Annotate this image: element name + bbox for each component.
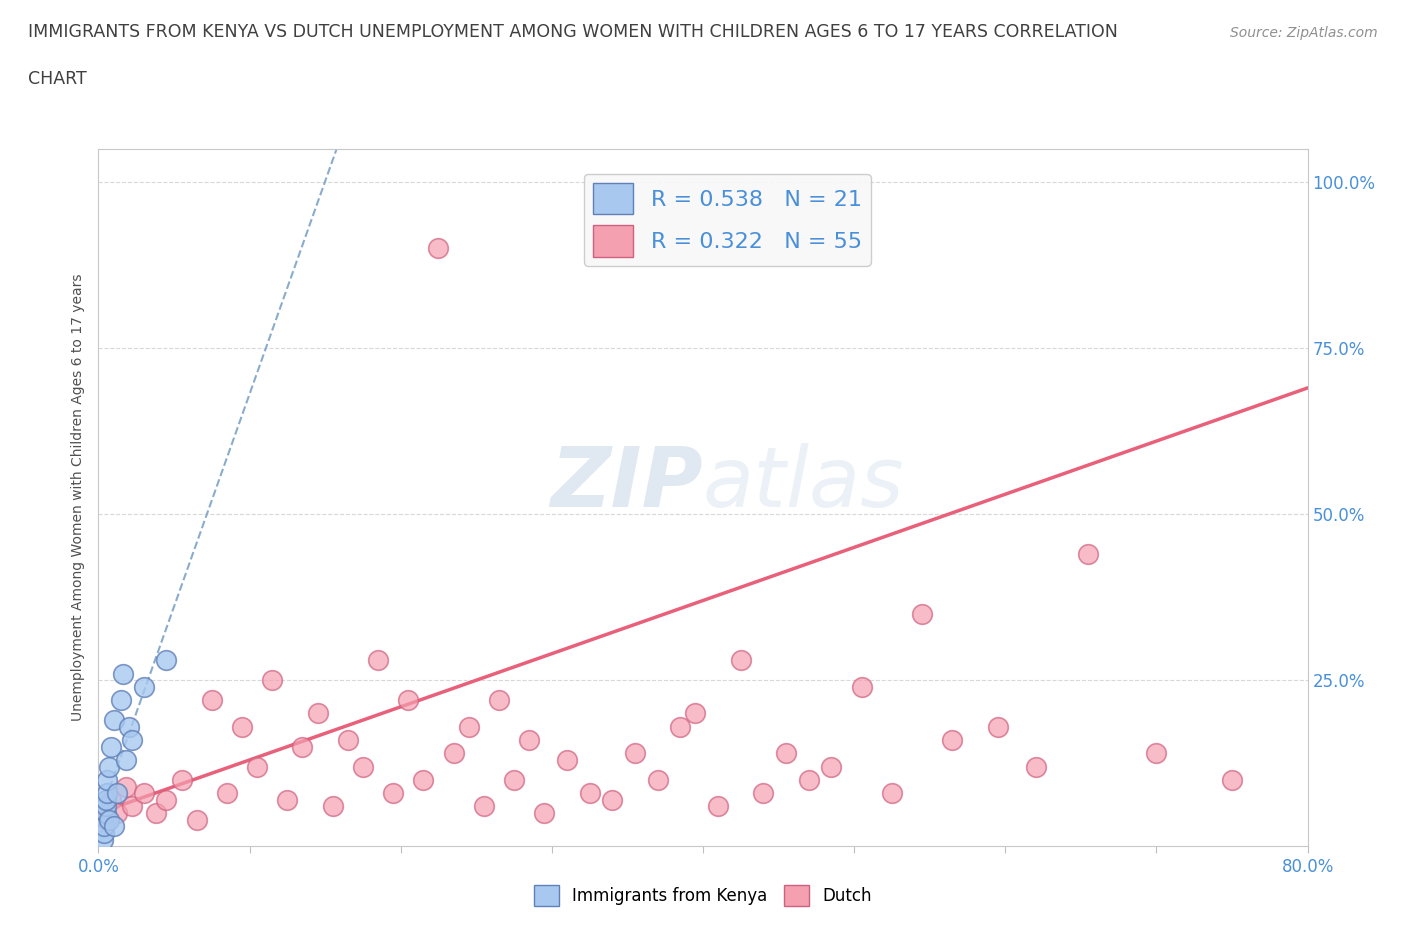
Point <box>427 241 450 256</box>
Point <box>555 752 578 767</box>
Point <box>93 819 115 834</box>
Point <box>382 786 405 801</box>
Text: ZIP: ZIP <box>550 443 703 525</box>
Point <box>624 746 647 761</box>
Point <box>98 812 121 827</box>
Point <box>1220 773 1243 788</box>
Point <box>1024 759 1046 774</box>
Point <box>215 786 238 801</box>
Point <box>186 812 208 827</box>
Point <box>91 832 114 847</box>
Point <box>114 752 136 767</box>
Point <box>103 819 125 834</box>
Point <box>503 773 526 788</box>
Point <box>118 719 141 734</box>
Point <box>155 792 177 807</box>
Point <box>132 680 155 695</box>
Point <box>110 693 132 708</box>
Point <box>105 805 128 820</box>
Point <box>98 759 121 774</box>
Point <box>111 666 134 681</box>
Point <box>94 792 117 807</box>
Point <box>100 739 122 754</box>
Point <box>336 733 359 748</box>
Point <box>412 773 434 788</box>
Point <box>730 653 752 668</box>
Point <box>307 706 329 721</box>
Point <box>105 786 128 801</box>
Point <box>132 786 155 801</box>
Point <box>820 759 842 774</box>
Point <box>231 719 253 734</box>
Point <box>367 653 389 668</box>
Point <box>851 680 873 695</box>
Point <box>291 739 314 754</box>
Point <box>96 786 118 801</box>
Legend: Immigrants from Kenya, Dutch: Immigrants from Kenya, Dutch <box>527 879 879 912</box>
Point <box>457 719 479 734</box>
Point <box>276 792 298 807</box>
Point <box>685 706 707 721</box>
Point <box>669 719 692 734</box>
Point <box>246 759 269 774</box>
Legend: R = 0.538   N = 21, R = 0.322   N = 55: R = 0.538 N = 21, R = 0.322 N = 55 <box>583 174 870 266</box>
Point <box>443 746 465 761</box>
Point <box>775 746 797 761</box>
Point <box>517 733 540 748</box>
Point <box>880 786 903 801</box>
Point <box>170 773 193 788</box>
Point <box>472 799 495 814</box>
Text: atlas: atlas <box>703 443 904 525</box>
Point <box>578 786 600 801</box>
Point <box>602 792 624 807</box>
Point <box>752 786 775 801</box>
Point <box>322 799 344 814</box>
Point <box>911 606 934 621</box>
Point <box>121 733 143 748</box>
Point <box>488 693 510 708</box>
Text: IMMIGRANTS FROM KENYA VS DUTCH UNEMPLOYMENT AMONG WOMEN WITH CHILDREN AGES 6 TO : IMMIGRANTS FROM KENYA VS DUTCH UNEMPLOYM… <box>28 23 1118 41</box>
Point <box>533 805 555 820</box>
Point <box>114 779 136 794</box>
Point <box>96 773 118 788</box>
Point <box>1077 547 1099 562</box>
Text: Source: ZipAtlas.com: Source: ZipAtlas.com <box>1230 26 1378 40</box>
Point <box>145 805 167 820</box>
Point <box>262 672 284 687</box>
Point <box>647 773 669 788</box>
Point <box>797 773 820 788</box>
Point <box>396 693 419 708</box>
Point <box>941 733 963 748</box>
Point <box>155 653 177 668</box>
Point <box>93 826 115 841</box>
Point <box>94 799 117 814</box>
Text: CHART: CHART <box>28 70 87 87</box>
Point <box>94 812 117 827</box>
Y-axis label: Unemployment Among Women with Children Ages 6 to 17 years: Unemployment Among Women with Children A… <box>72 273 86 722</box>
Point <box>707 799 730 814</box>
Point <box>94 805 117 820</box>
Point <box>352 759 374 774</box>
Point <box>121 799 143 814</box>
Point <box>1144 746 1167 761</box>
Point <box>201 693 224 708</box>
Point <box>103 712 125 727</box>
Point <box>987 719 1010 734</box>
Point <box>100 792 122 807</box>
